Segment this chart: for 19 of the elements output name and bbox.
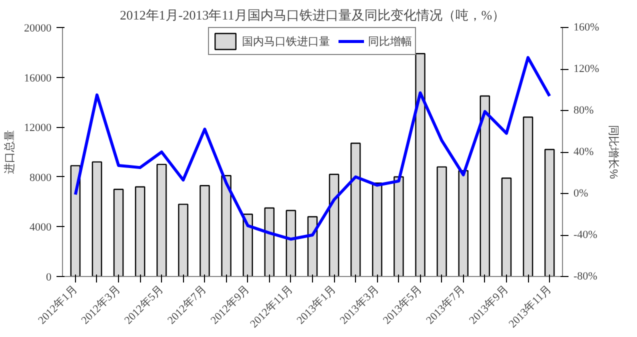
y-tick-label: 12000 bbox=[24, 122, 52, 134]
chart-title: 2012年1月-2013年11月国内马口铁进口量及同比变化情况（吨，%） bbox=[120, 8, 506, 22]
y2-tick-label: 40% bbox=[574, 146, 594, 158]
y2-tick-label: -40% bbox=[574, 229, 598, 241]
y-tick-label: 8000 bbox=[30, 172, 52, 184]
y2-tick-label: -80% bbox=[574, 270, 598, 282]
y2-tick-label: 80% bbox=[574, 104, 594, 116]
y-tick-label: 20000 bbox=[24, 22, 52, 34]
y2-axis-title: 同比增长% bbox=[607, 125, 620, 180]
line-series bbox=[74, 56, 552, 241]
y2-tick-label: 160% bbox=[574, 22, 600, 34]
y-axis-title: 进口总量 bbox=[3, 130, 16, 174]
y2-tick-label: 120% bbox=[574, 63, 600, 75]
y2-tick-label: 0% bbox=[574, 188, 588, 200]
legend-label: 同比增幅 bbox=[368, 34, 412, 48]
y-tick-label: 0 bbox=[46, 272, 52, 284]
y-tick-label: 16000 bbox=[24, 72, 52, 84]
legend-label: 国内马口铁进口量 bbox=[242, 34, 330, 48]
y-tick-label: 4000 bbox=[30, 222, 52, 234]
